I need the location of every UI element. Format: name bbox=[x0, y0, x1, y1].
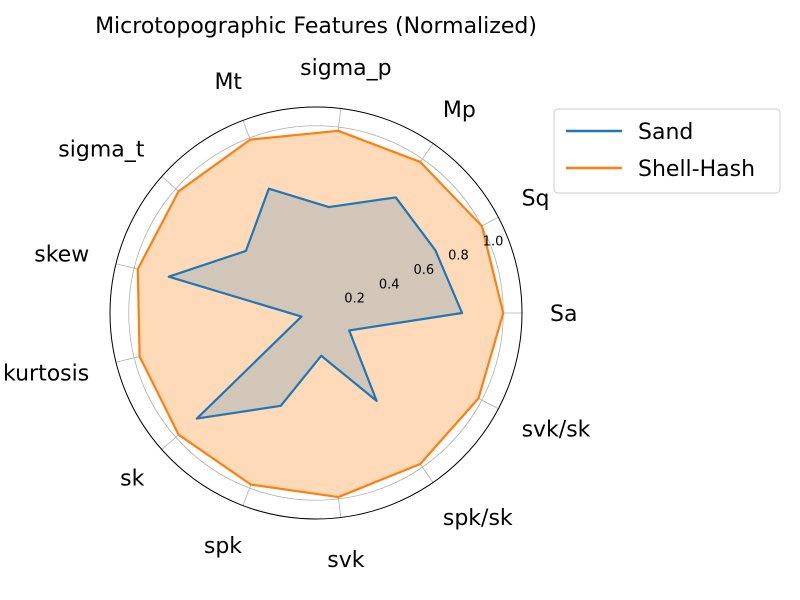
series-area-shell-hash bbox=[137, 130, 504, 498]
series-line-shell-hash bbox=[136, 129, 505, 499]
radial-tick-label: 0.8 bbox=[448, 249, 469, 264]
radar-series bbox=[136, 129, 505, 499]
category-label: svk bbox=[327, 548, 364, 573]
chart-title: Microtopographic Features (Normalized) bbox=[95, 14, 537, 39]
category-label: svk/sk bbox=[522, 417, 591, 442]
radial-tick-label: 0.4 bbox=[379, 277, 400, 292]
series-line-sand bbox=[167, 187, 464, 420]
category-label: sigma_p bbox=[300, 56, 391, 81]
series-area-sand bbox=[168, 188, 463, 419]
radial-tick-label: 0.2 bbox=[344, 292, 365, 307]
category-label: sk bbox=[120, 466, 144, 491]
category-label: spk/sk bbox=[443, 506, 513, 531]
category-label: kurtosis bbox=[3, 361, 89, 386]
category-label: Mp bbox=[443, 98, 476, 123]
radial-tick-labels: 0.2 0.4 0.6 0.8 1.0 bbox=[344, 234, 503, 306]
radar-frame bbox=[109, 106, 523, 520]
legend-label-sand: Sand bbox=[638, 120, 693, 145]
category-label: Sq bbox=[522, 187, 550, 212]
radial-tick-label: 0.6 bbox=[413, 263, 434, 278]
category-label: sigma_t bbox=[58, 138, 144, 163]
legend: Sand Shell-Hash bbox=[553, 108, 781, 194]
legend-label-shell-hash: Shell-Hash bbox=[638, 157, 755, 182]
category-label: skew bbox=[34, 243, 89, 268]
category-label: Sa bbox=[550, 302, 577, 327]
radial-tick-label: 1.0 bbox=[483, 234, 504, 249]
category-label: Mt bbox=[214, 70, 242, 95]
category-label: spk bbox=[204, 534, 242, 559]
